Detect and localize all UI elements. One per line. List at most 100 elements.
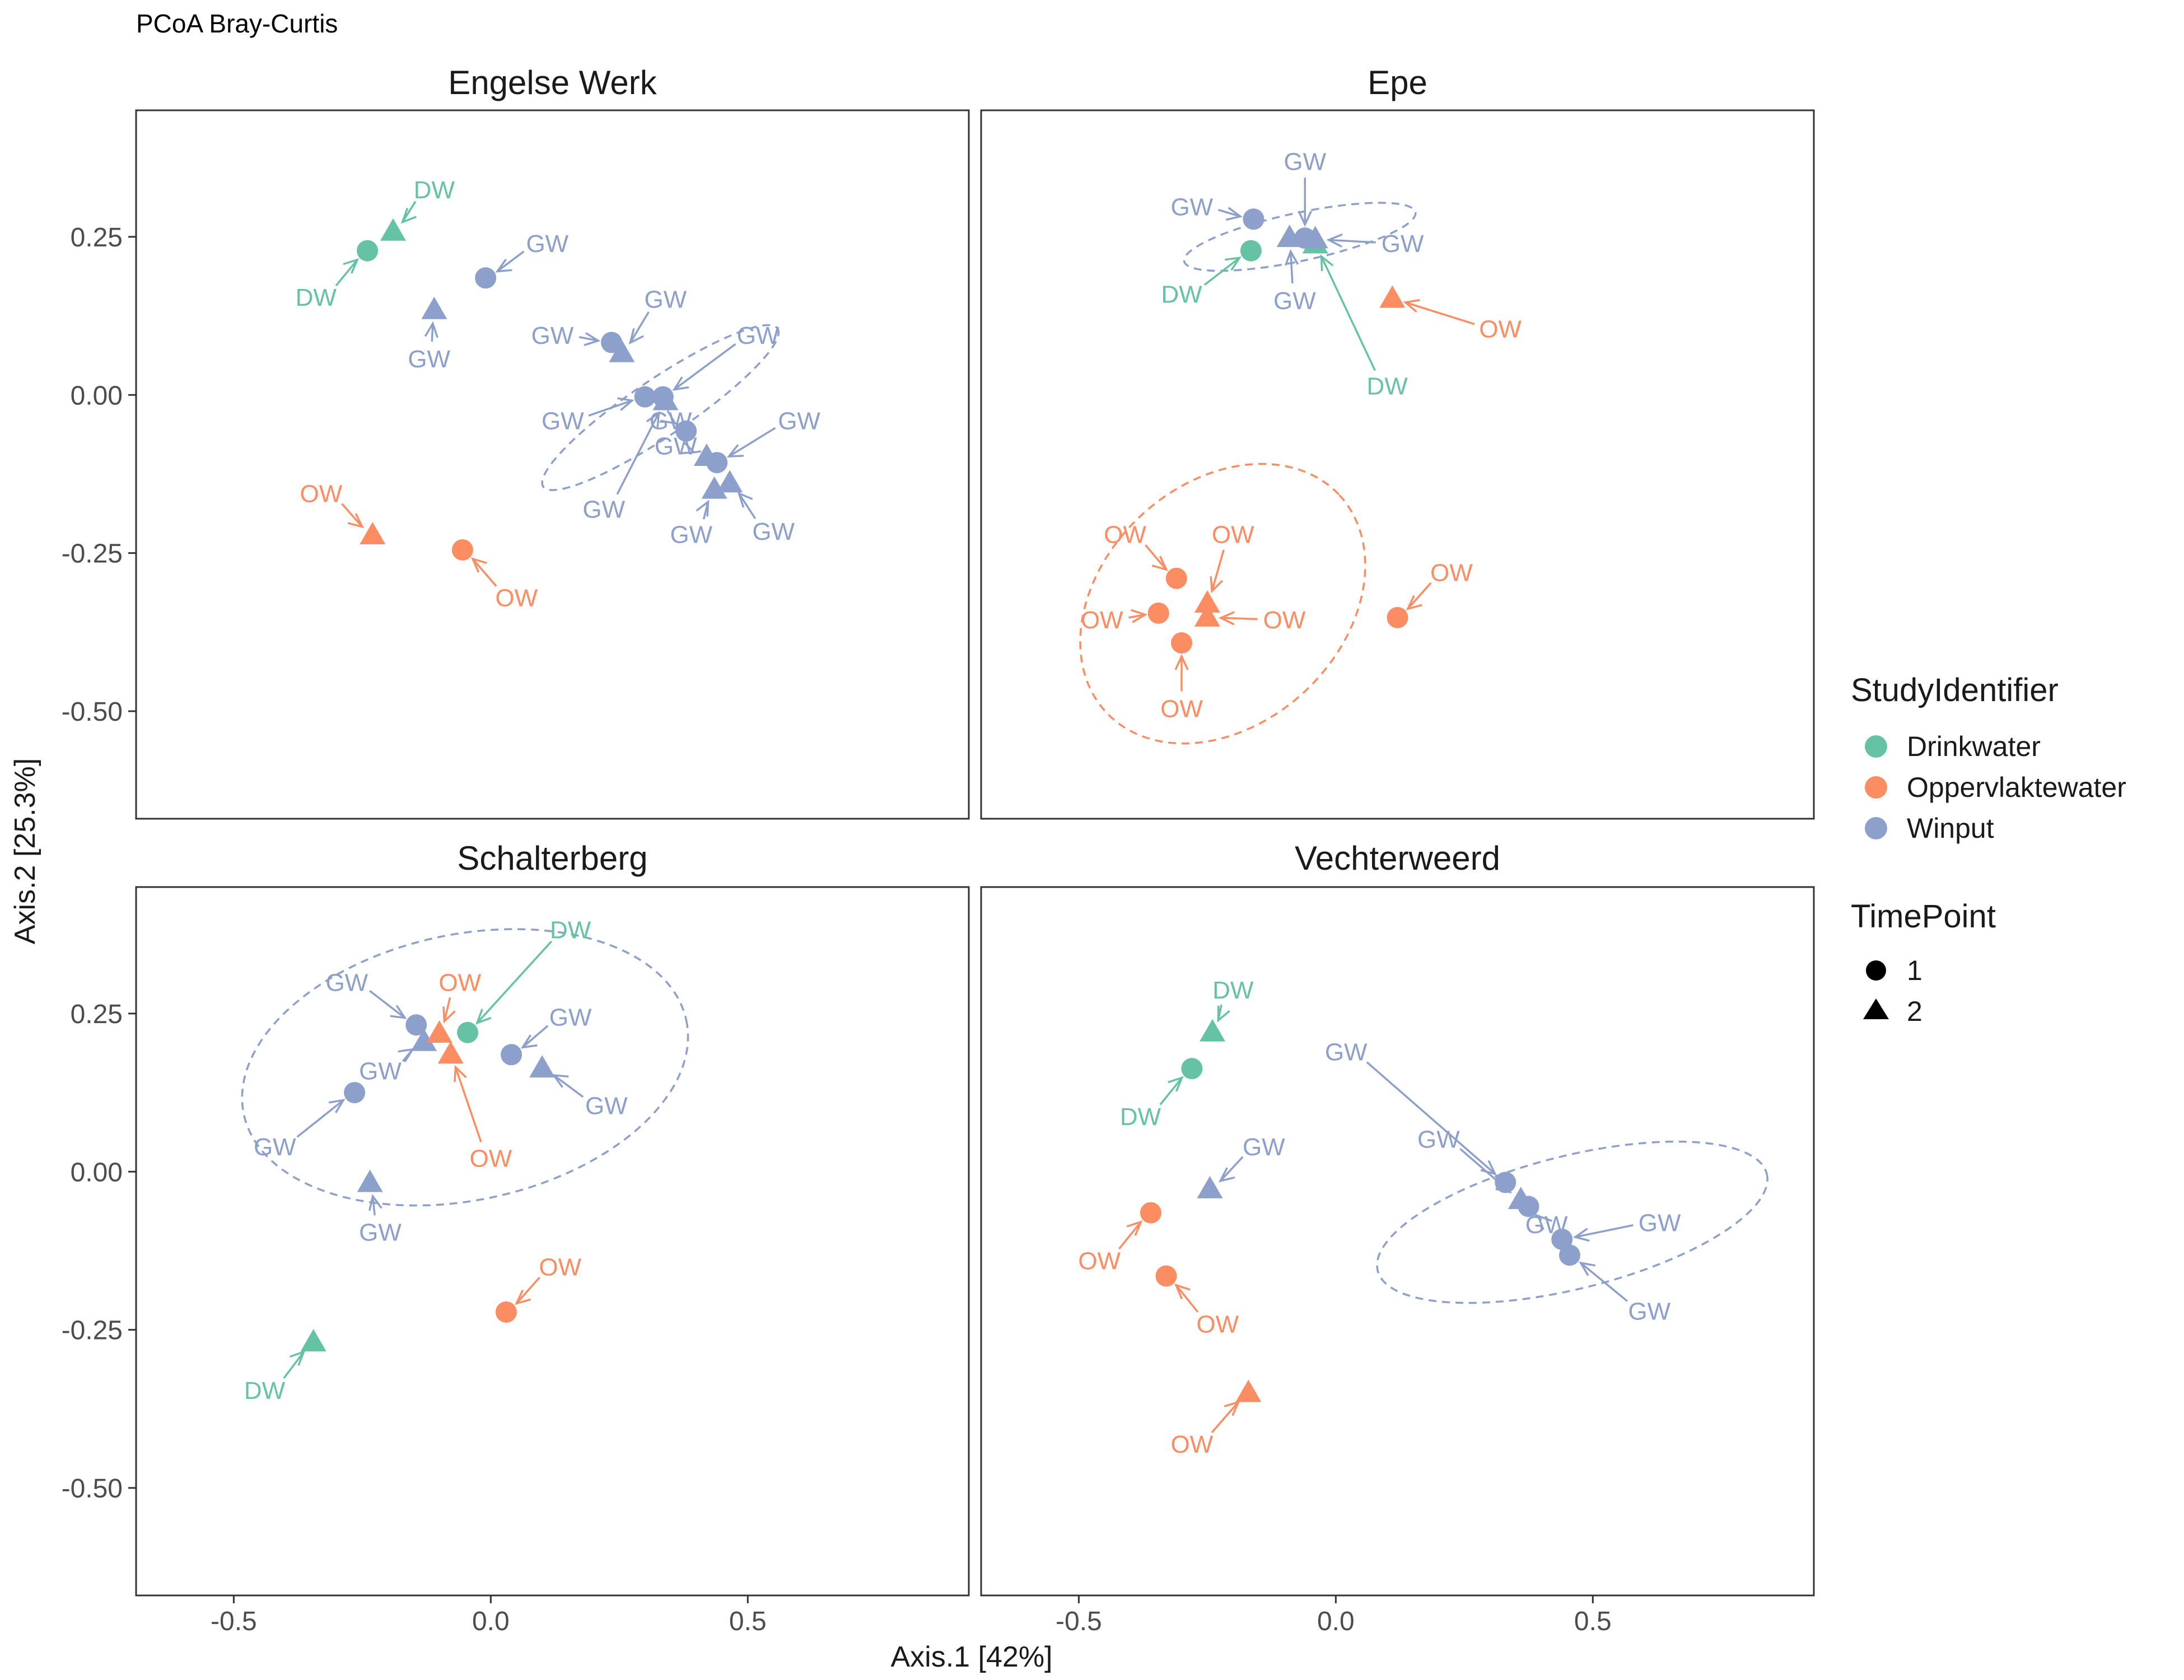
point-label: GW [1284,148,1326,175]
point-label: OW [1081,606,1123,634]
data-point-oppervlaktewater-t1 [1147,602,1169,624]
point-label: GW [1628,1298,1670,1326]
label-arrowhead [475,1009,492,1025]
point-label: DW [244,1377,286,1404]
label-connector [1575,1224,1634,1238]
data-point-oppervlaktewater-t2 [437,1041,464,1064]
panel-frame-epe [980,109,1815,820]
data-point-drinkwater-t1 [457,1021,479,1043]
label-connector [1159,1077,1183,1105]
legend-label-time-2: 2 [1907,996,1922,1027]
label-arrowhead [1218,611,1235,626]
point-label: GW [1273,287,1316,315]
label-connector [476,940,553,1024]
data-point-winput-t1 [601,332,623,353]
point-label: OW [539,1254,581,1281]
point-label: OW [1479,316,1522,343]
confidence-ellipse-winput [1183,202,1417,272]
label-connector [1175,1284,1199,1313]
point-label: GW [752,518,795,545]
point-label: GW [778,407,820,435]
panel-title-epe: Epe [1368,64,1427,101]
point-label: OW [495,585,538,612]
y-tick-label: 0.25 [71,223,123,253]
label-connector [588,399,633,417]
label-arrowhead [390,1005,407,1019]
label-connector [1220,617,1258,620]
label-arrowhead [328,1099,346,1113]
point-label: GW [408,346,450,373]
point-label: GW [670,521,712,549]
point-label: GW [1639,1210,1681,1237]
data-point-drinkwater-t2 [1200,1019,1226,1042]
y-axis-title: Axis.2 [25.3%] [9,758,41,944]
label-connector [1407,582,1432,610]
point-label: GW [585,1093,628,1120]
data-point-oppervlaktewater-t2 [426,1020,452,1043]
point-label: OW [1430,559,1473,587]
point-label: DW [1366,372,1408,400]
legend-color-title: StudyIdentifier [1851,672,2059,708]
label-connector [283,1351,305,1379]
point-label: OW [1196,1310,1239,1338]
y-tick-label: 0.25 [71,1000,123,1029]
label-arrowhead [515,1289,531,1305]
legend-label-winput: Winput [1907,813,1994,844]
point-label: OW [1104,521,1146,549]
confidence-ellipse-winput [1376,1140,1768,1304]
figure-title: PCoA Bray-Curtis [136,9,338,38]
data-point-winput-t1 [1551,1229,1573,1250]
point-label: OW [1212,521,1254,549]
legend: StudyIdentifier Drinkwater Oppervlaktewa… [1851,672,2126,1027]
data-point-winput-t1 [501,1044,522,1066]
label-arrowhead [1326,233,1343,248]
point-label: GW [645,286,687,314]
label-arrowhead [1218,1167,1235,1183]
x-tick-label: 0.5 [729,1607,767,1636]
point-label: OW [438,969,481,996]
data-point-oppervlaktewater-t2 [1235,1379,1262,1402]
panel-schalterberg: Schalterberg DW DW GW GW GW GW GW GW OW OW OW -0.5 0.… [62,839,970,1636]
label-arrowhead [552,1074,569,1088]
label-arrowhead [1320,254,1334,272]
data-point-oppervlaktewater-t1 [1387,606,1408,628]
data-point-winput-t2 [411,1028,437,1051]
point-label: GW [531,322,574,349]
label-arrowhead [672,376,689,391]
label-connector [522,1025,549,1048]
label-connector [341,503,363,528]
point-label: DW [1161,281,1202,309]
label-arrowhead [1536,1214,1553,1230]
label-arrowhead [1217,1005,1230,1023]
data-point-winput-t1 [675,420,697,442]
point-label: GW [1417,1126,1460,1154]
label-arrowhead [1168,1076,1184,1092]
label-arrowhead [1285,249,1299,266]
point-label: GW [359,1219,402,1247]
data-point-oppervlaktewater-t1 [1165,567,1187,589]
panel-epe: Epe DW DW GW GW GW GW OW OW OW OW OW OW OW [980,64,1815,820]
data-point-winput-t1 [475,267,497,289]
label-connector [1328,239,1376,244]
data-point-drinkwater-t1 [357,240,379,262]
legend-label-drinkwater: Drinkwater [1907,731,2041,762]
panel-engelse-werk: Engelse WerkDWDWGWGWGWGWGWGWGWGWGWGWGWGW… [62,64,970,820]
data-point-winput-t1 [634,386,656,408]
point-label: GW [542,407,584,435]
data-point-oppervlaktewater-t2 [1194,604,1220,627]
label-connector [673,343,736,390]
label-arrowhead [495,259,512,273]
x-tick-label: 0.0 [472,1607,510,1636]
label-arrowhead [289,1350,306,1366]
label-arrowhead [442,1006,456,1024]
y-tick-label: 0.00 [71,381,123,410]
data-point-winput-t2 [529,1055,556,1078]
confidence-ellipse-winput [241,928,689,1207]
data-point-winput-t2 [609,339,635,362]
label-arrowhead [1579,1261,1595,1276]
y-tick-label: -0.25 [62,539,123,569]
panel-frame-schalterberg [135,886,970,1597]
label-connector [1366,1061,1496,1175]
data-point-drinkwater-t2 [380,218,406,241]
label-arrowhead [343,258,360,274]
